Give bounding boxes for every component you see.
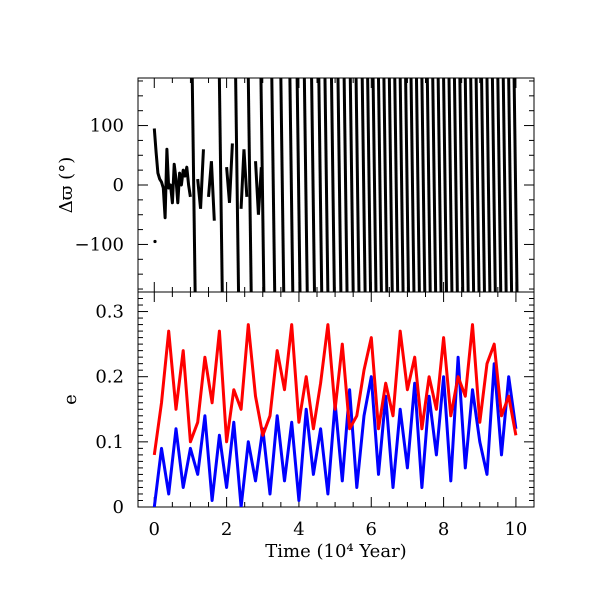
circulation-line: [360, 78, 367, 292]
circulation-line: [393, 78, 400, 292]
y-tick-label: −100: [75, 234, 124, 255]
x-tick-label: 10: [504, 519, 527, 540]
circulation-line: [480, 78, 486, 292]
bottom-panel-frame: [137, 291, 535, 508]
circulation-line: [458, 78, 465, 292]
circulation-line: [387, 78, 394, 292]
circulation-line: [512, 78, 519, 292]
libration-line: [152, 128, 192, 220]
x-tick-label: 4: [293, 519, 304, 540]
x-tick-label: 8: [438, 519, 449, 540]
circulation-line: [436, 78, 443, 292]
circulation-line: [469, 78, 476, 292]
circulation-line: [442, 78, 448, 292]
y-tick-label: 0: [113, 175, 124, 196]
transition-segment: [207, 161, 216, 221]
circulation-line: [501, 78, 508, 292]
circulation-line: [310, 78, 316, 292]
y-tick-label: 100: [90, 116, 124, 137]
circulation-line: [485, 78, 492, 292]
bottom-series-group: [152, 323, 518, 507]
x-tick-label: 0: [149, 519, 160, 540]
circulation-line: [404, 78, 411, 292]
circulation-line: [366, 78, 373, 292]
circulation-line: [425, 78, 432, 292]
circulation-line: [447, 78, 454, 292]
circulation-line: [414, 78, 421, 292]
circulation-line: [348, 78, 355, 292]
circulation-line: [329, 78, 336, 292]
circulation-line: [431, 78, 438, 292]
y-tick-label: 0.2: [95, 367, 124, 388]
transition-segment: [239, 149, 249, 209]
circulation-line: [190, 78, 197, 292]
circulation-line: [295, 78, 302, 292]
x-tick-label: 2: [221, 519, 232, 540]
data-point: [153, 239, 157, 244]
circulation-line: [371, 78, 378, 292]
circulation-line: [463, 78, 470, 292]
top-y-axis-label: Δϖ (°): [56, 157, 77, 213]
circulation-line: [302, 78, 309, 292]
y-tick-label: 0.1: [95, 432, 124, 453]
y-tick-label: 0: [113, 497, 124, 518]
circulation-line: [409, 78, 416, 292]
transition-segment: [254, 161, 263, 215]
circulation-line: [474, 78, 481, 292]
circulation-line: [342, 78, 349, 292]
circulation-line: [376, 78, 383, 292]
transition-segment: [196, 149, 205, 209]
transition-segment: [225, 143, 234, 203]
circulation-line: [259, 78, 266, 292]
circulation-line: [496, 78, 503, 292]
circulation-line: [279, 78, 286, 292]
circulation-line: [354, 78, 361, 292]
circulation-line: [452, 78, 459, 292]
circulation-line: [246, 78, 253, 292]
circulation-line: [507, 78, 514, 292]
circulation-line: [398, 78, 405, 292]
circulation-line: [382, 78, 389, 292]
circulation-line: [270, 78, 277, 292]
circulation-line: [323, 78, 330, 292]
circulation-line: [420, 78, 427, 292]
circulation-line: [234, 78, 241, 292]
x-axis-label: Time (10⁴ Year): [265, 541, 406, 562]
circulation-line: [490, 78, 497, 292]
circulation-line: [336, 78, 343, 292]
circulation-line: [288, 78, 295, 292]
circulation-line: [217, 78, 224, 292]
y-tick-label: 0.3: [95, 302, 124, 323]
bottom-y-axis-label: e: [60, 394, 81, 405]
circulation-line: [317, 78, 324, 292]
x-tick-label: 6: [366, 519, 377, 540]
top-series-group: [152, 78, 519, 292]
red-eccentricity-line: [152, 323, 518, 456]
